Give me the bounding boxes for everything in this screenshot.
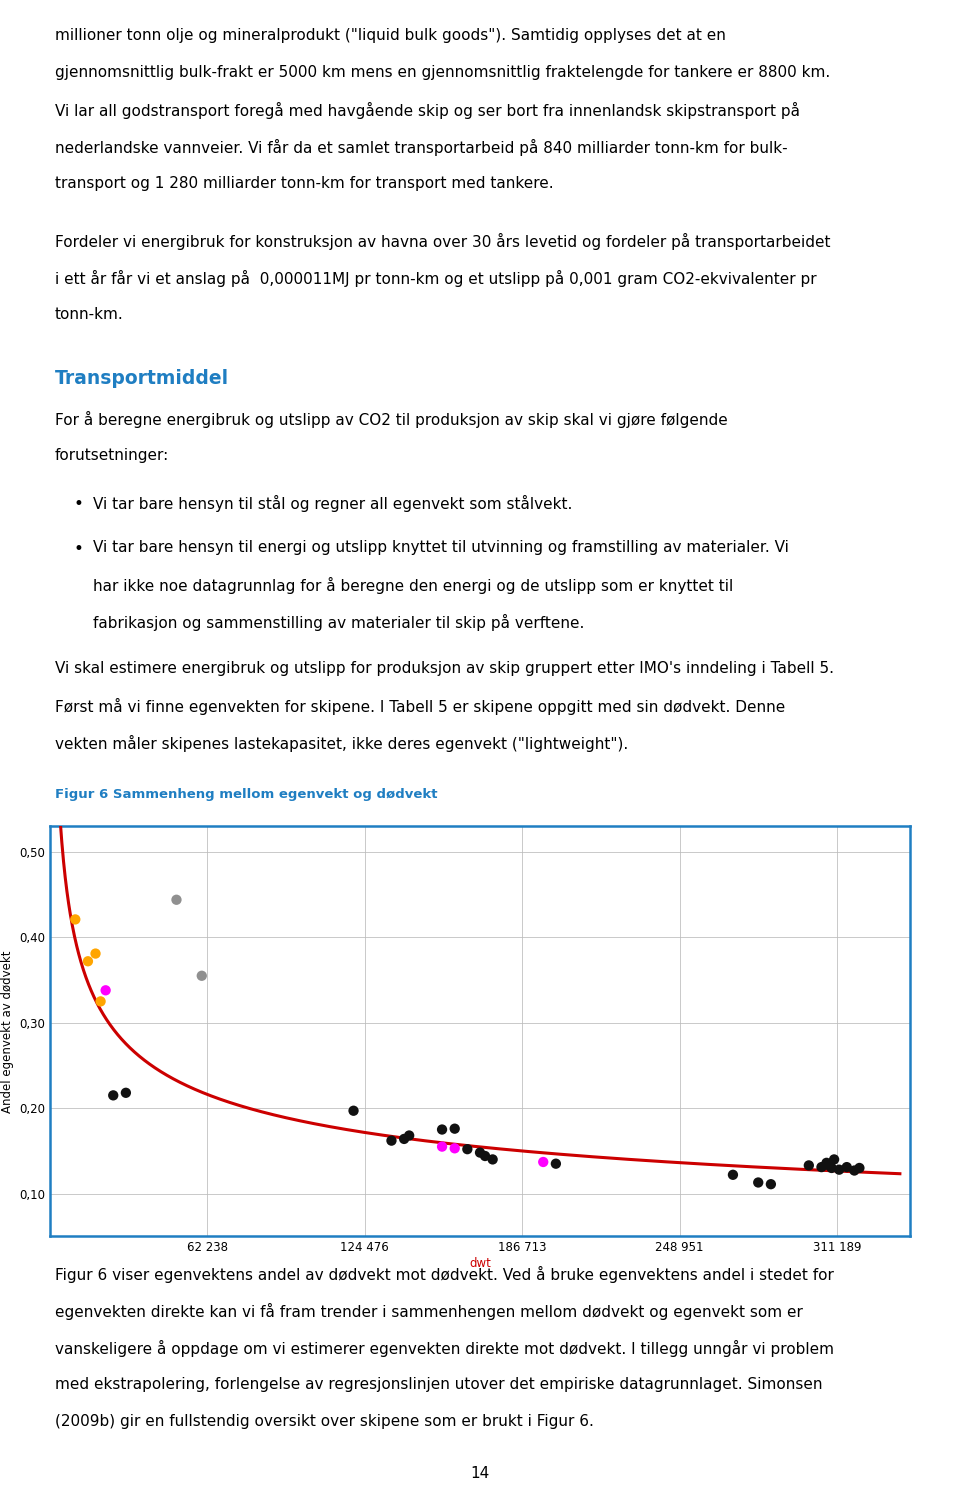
Point bbox=[401, 1124, 417, 1147]
Point bbox=[118, 1082, 133, 1106]
Text: Vi tar bare hensyn til energi og utslipp knyttet til utvinning og framstilling a: Vi tar bare hensyn til energi og utslipp… bbox=[93, 539, 789, 554]
Point bbox=[447, 1137, 463, 1161]
Point bbox=[88, 942, 104, 966]
Text: Transportmiddel: Transportmiddel bbox=[55, 369, 229, 388]
Point bbox=[434, 1134, 449, 1158]
Text: Vi tar bare hensyn til stål og regner all egenvekt som stålvekt.: Vi tar bare hensyn til stål og regner al… bbox=[93, 494, 572, 512]
Text: i ett år får vi et anslag på  0,000011MJ pr tonn-km og et utslipp på 0,001 gram : i ett år får vi et anslag på 0,000011MJ … bbox=[55, 270, 817, 288]
Text: For å beregne energibruk og utslipp av CO2 til produksjon av skip skal vi gjøre : For å beregne energibruk og utslipp av C… bbox=[55, 410, 728, 428]
Point bbox=[763, 1173, 779, 1197]
Point bbox=[831, 1158, 847, 1182]
Text: Vi lar all godstransport foregå med havgående skip og ser bort fra innenlandsk s: Vi lar all godstransport foregå med havg… bbox=[55, 102, 800, 118]
Point bbox=[824, 1156, 839, 1180]
Text: millioner tonn olje og mineralprodukt ("liquid bulk goods"). Samtidig opplyses d: millioner tonn olje og mineralprodukt ("… bbox=[55, 28, 726, 43]
Text: 14: 14 bbox=[470, 1467, 490, 1482]
Text: vekten måler skipenes lastekapasitet, ikke deres egenvekt ("lightweight").: vekten måler skipenes lastekapasitet, ik… bbox=[55, 736, 628, 752]
Point bbox=[819, 1150, 834, 1174]
Point bbox=[169, 888, 184, 912]
Text: •: • bbox=[73, 539, 83, 557]
X-axis label: dwt: dwt bbox=[469, 1257, 491, 1270]
Point bbox=[447, 1116, 463, 1140]
Text: Vi skal estimere energibruk og utslipp for produksjon av skip gruppert etter IMO: Vi skal estimere energibruk og utslipp f… bbox=[55, 661, 834, 676]
Point bbox=[814, 1155, 829, 1179]
Text: har ikke noe datagrunnlag for å beregne den energi og de utslipp som er knyttet : har ikke noe datagrunnlag for å beregne … bbox=[93, 577, 733, 595]
Point bbox=[802, 1153, 817, 1177]
Text: med ekstrapolering, forlengelse av regresjonslinjen utover det empiriske datagru: med ekstrapolering, forlengelse av regre… bbox=[55, 1377, 823, 1392]
Text: (2009b) gir en fullstendig oversikt over skipene som er brukt i Figur 6.: (2009b) gir en fullstendig oversikt over… bbox=[55, 1414, 594, 1429]
Point bbox=[485, 1147, 500, 1171]
Point bbox=[396, 1126, 412, 1150]
Text: Fordeler vi energibruk for konstruksjon av havna over 30 års levetid og fordeler: Fordeler vi energibruk for konstruksjon … bbox=[55, 234, 830, 250]
Point bbox=[346, 1098, 361, 1122]
Point bbox=[81, 950, 96, 974]
Point bbox=[98, 978, 113, 1002]
Point bbox=[472, 1140, 488, 1164]
Point bbox=[822, 1153, 837, 1177]
Text: Figur 6 viser egenvektens andel av dødvekt mot dødvekt. Ved å bruke egenvektens : Figur 6 viser egenvektens andel av dødve… bbox=[55, 1266, 834, 1284]
Point bbox=[536, 1150, 551, 1174]
Point bbox=[384, 1128, 399, 1152]
Text: Først må vi finne egenvekten for skipene. I Tabell 5 er skipene oppgitt med sin : Først må vi finne egenvekten for skipene… bbox=[55, 698, 785, 715]
Text: nederlandske vannveier. Vi får da et samlet transportarbeid på 840 milliarder to: nederlandske vannveier. Vi får da et sam… bbox=[55, 139, 787, 156]
Text: •: • bbox=[73, 494, 83, 512]
Text: forutsetninger:: forutsetninger: bbox=[55, 448, 169, 463]
Point bbox=[827, 1147, 842, 1171]
Point bbox=[725, 1162, 740, 1186]
Point bbox=[847, 1158, 862, 1182]
Point bbox=[548, 1152, 564, 1176]
Text: tonn-km.: tonn-km. bbox=[55, 307, 124, 322]
Text: Figur 6 Sammenheng mellom egenvekt og dødvekt: Figur 6 Sammenheng mellom egenvekt og dø… bbox=[55, 788, 438, 801]
Point bbox=[434, 1118, 449, 1141]
Text: gjennomsnittlig bulk-frakt er 5000 km mens en gjennomsnittlig fraktelengde for t: gjennomsnittlig bulk-frakt er 5000 km me… bbox=[55, 64, 830, 79]
Point bbox=[106, 1083, 121, 1107]
Point bbox=[852, 1156, 867, 1180]
Point bbox=[751, 1170, 766, 1194]
Text: vanskeligere å oppdage om vi estimerer egenvekten direkte mot dødvekt. I tillegg: vanskeligere å oppdage om vi estimerer e… bbox=[55, 1341, 834, 1357]
Point bbox=[194, 963, 209, 987]
Y-axis label: Andel egenvekt av dødvekt: Andel egenvekt av dødvekt bbox=[1, 950, 13, 1113]
Point bbox=[477, 1144, 492, 1168]
Text: transport og 1 280 milliarder tonn-km for transport med tankere.: transport og 1 280 milliarder tonn-km fo… bbox=[55, 175, 554, 192]
Point bbox=[67, 908, 83, 932]
Point bbox=[460, 1137, 475, 1161]
Point bbox=[93, 989, 108, 1013]
Text: fabrikasjon og sammenstilling av materialer til skip på verftene.: fabrikasjon og sammenstilling av materia… bbox=[93, 614, 585, 631]
Point bbox=[839, 1155, 854, 1179]
Text: egenvekten direkte kan vi få fram trender i sammenhengen mellom dødvekt og egenv: egenvekten direkte kan vi få fram trende… bbox=[55, 1303, 803, 1320]
